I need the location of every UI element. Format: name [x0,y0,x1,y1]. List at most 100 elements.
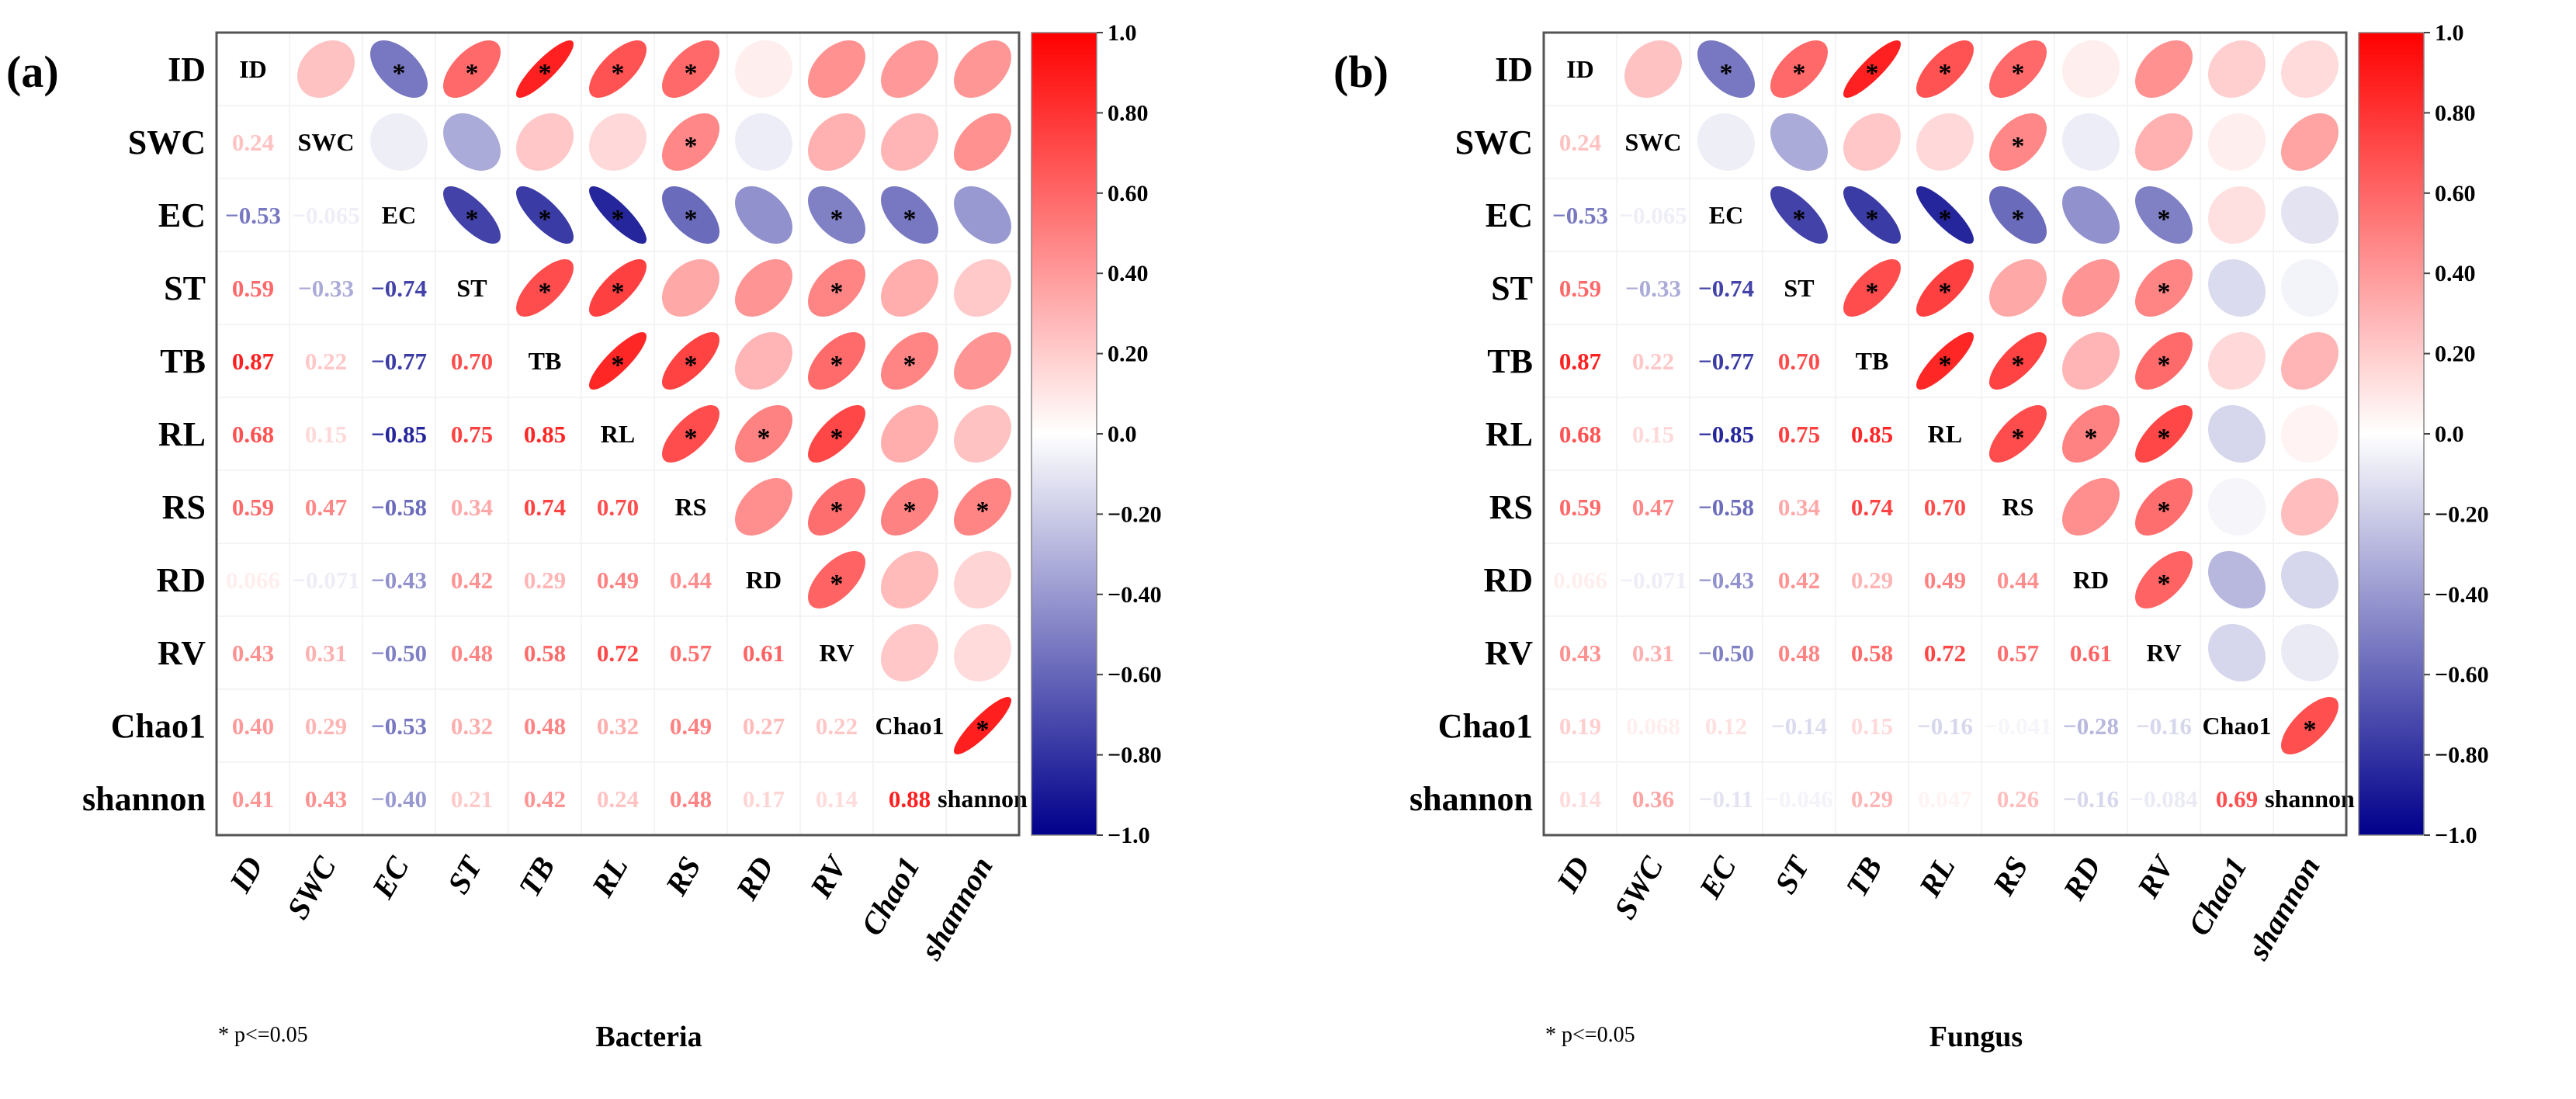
significance-star: * [903,497,917,525]
diagonal-variable-label: SWC [298,128,355,156]
correlation-value-label: 0.22 [1632,348,1674,375]
colorbar-tick-label: −0.40 [2435,582,2489,608]
diagonal-variable-label: shannon [2265,785,2355,813]
correlation-value-label: 0.49 [670,712,712,740]
correlation-value-label: 0.47 [1632,494,1674,521]
correlation-ellipse [735,259,792,317]
correlation-ellipse [808,405,865,463]
row-label: RD [156,561,206,599]
correlation-ellipse [954,40,1011,98]
correlation-ellipse [2281,259,2339,317]
correlation-value-label: −0.74 [371,275,427,302]
diagonal-variable-label: ST [456,274,487,302]
colorbar-tick-label: −1.0 [2435,823,2477,848]
correlation-ellipse [2281,40,2339,98]
significance-star: * [830,205,844,234]
significance-star: * [685,59,698,88]
correlation-value-label: 0.31 [305,640,347,667]
x-axis-label: ST [440,850,489,900]
chart-title: Fungus [1929,1021,2023,1053]
significance-star: * [685,205,698,234]
correlation-value-label: 0.29 [1851,785,1893,813]
significance-star: * [2012,132,2025,161]
colorbar-tick-label: 0.20 [2435,341,2476,367]
correlation-value-label: −0.53 [1552,202,1608,229]
correlation-value-label: −0.77 [371,348,427,375]
correlation-ellipse [2208,259,2266,317]
colorbar-tick-label: −0.80 [1108,743,1162,768]
correlation-ellipse [1697,40,1755,98]
row-label: ID [1495,50,1533,88]
correlation-value-label: 0.48 [524,712,566,740]
correlation-ellipse [808,40,865,98]
correlation-value-label: −0.58 [1698,494,1754,521]
correlation-value-label: 0.58 [524,640,566,667]
correlation-value-label: 0.15 [1851,712,1893,740]
correlation-ellipse [881,259,938,317]
correlation-ellipse [735,332,792,390]
significance-star: * [685,132,698,161]
correlation-ellipse [2208,624,2266,681]
diagonal-variable-label: RL [601,420,635,448]
significance-star: * [2012,351,2025,380]
row-label: ID [168,50,206,88]
correlation-ellipse [735,113,792,171]
correlation-ellipse [443,40,501,98]
correlation-ellipse [589,186,647,244]
significance-star: * [2158,205,2171,234]
colorbar-tick-label: 0.60 [1108,181,1149,206]
correlation-ellipse [662,186,719,244]
significance-note: * p<=0.05 [218,1023,308,1047]
significance-star: * [685,351,698,380]
correlation-value-label: 0.32 [451,712,493,740]
x-axis-label: RS [658,851,708,902]
significance-star: * [1866,278,1879,307]
correlation-value-label: 0.066 [1553,567,1607,594]
correlation-value-label: 0.49 [1924,567,1966,594]
correlation-value-label: 0.85 [524,421,566,448]
x-axis-label: RV [2130,848,2182,904]
correlation-ellipse [954,478,1011,536]
row-label: Chao1 [111,707,206,745]
row-label: shannon [1409,780,1533,818]
correlation-ellipse [735,40,792,98]
colorbar [2358,32,2425,836]
correlation-ellipse [881,478,938,536]
correlation-ellipse [808,332,865,390]
correlation-value-label: 0.75 [1778,421,1820,448]
row-label: RV [1485,634,1533,672]
correlation-ellipse [954,332,1011,390]
correlation-ellipse [662,332,719,390]
correlation-value-label: 0.68 [1559,421,1601,448]
diagonal-variable-label: RD [746,566,782,594]
significance-star: * [830,424,844,452]
correlation-ellipse [589,332,647,390]
correlation-ellipse [1989,332,2047,390]
colorbar-tick-label: 0.60 [2435,181,2476,206]
correlation-value-label: 0.15 [305,421,347,448]
correlation-ellipse [2062,332,2120,390]
significance-star: * [758,424,771,452]
row-label: Chao1 [1438,707,1533,745]
correlation-value-label: 0.59 [1559,275,1601,302]
correlation-ellipse [2135,113,2193,171]
correlation-value-label: 0.69 [2216,785,2258,813]
correlation-value-label: 0.34 [451,494,493,521]
correlation-ellipse [1916,259,1974,317]
colorbar-tick-label: −0.40 [1108,582,1162,608]
x-axis-label: ID [1549,851,1597,899]
correlation-value-label: 0.72 [597,640,639,667]
significance-star: * [612,205,625,234]
diagonal-variable-label: shannon [938,785,1028,813]
correlation-ellipse [1989,40,2047,98]
x-axis-label: EC [1692,850,1744,905]
row-label: ST [1491,269,1533,307]
correlation-ellipse [1624,40,1682,98]
diagonal-variable-label: RV [819,639,854,667]
correlation-ellipse [2135,259,2193,317]
correlation-ellipse [589,40,647,98]
correlation-ellipse [2135,478,2193,536]
correlation-ellipse [881,40,938,98]
significance-star: * [2085,424,2098,452]
correlation-ellipse [1697,113,1755,171]
